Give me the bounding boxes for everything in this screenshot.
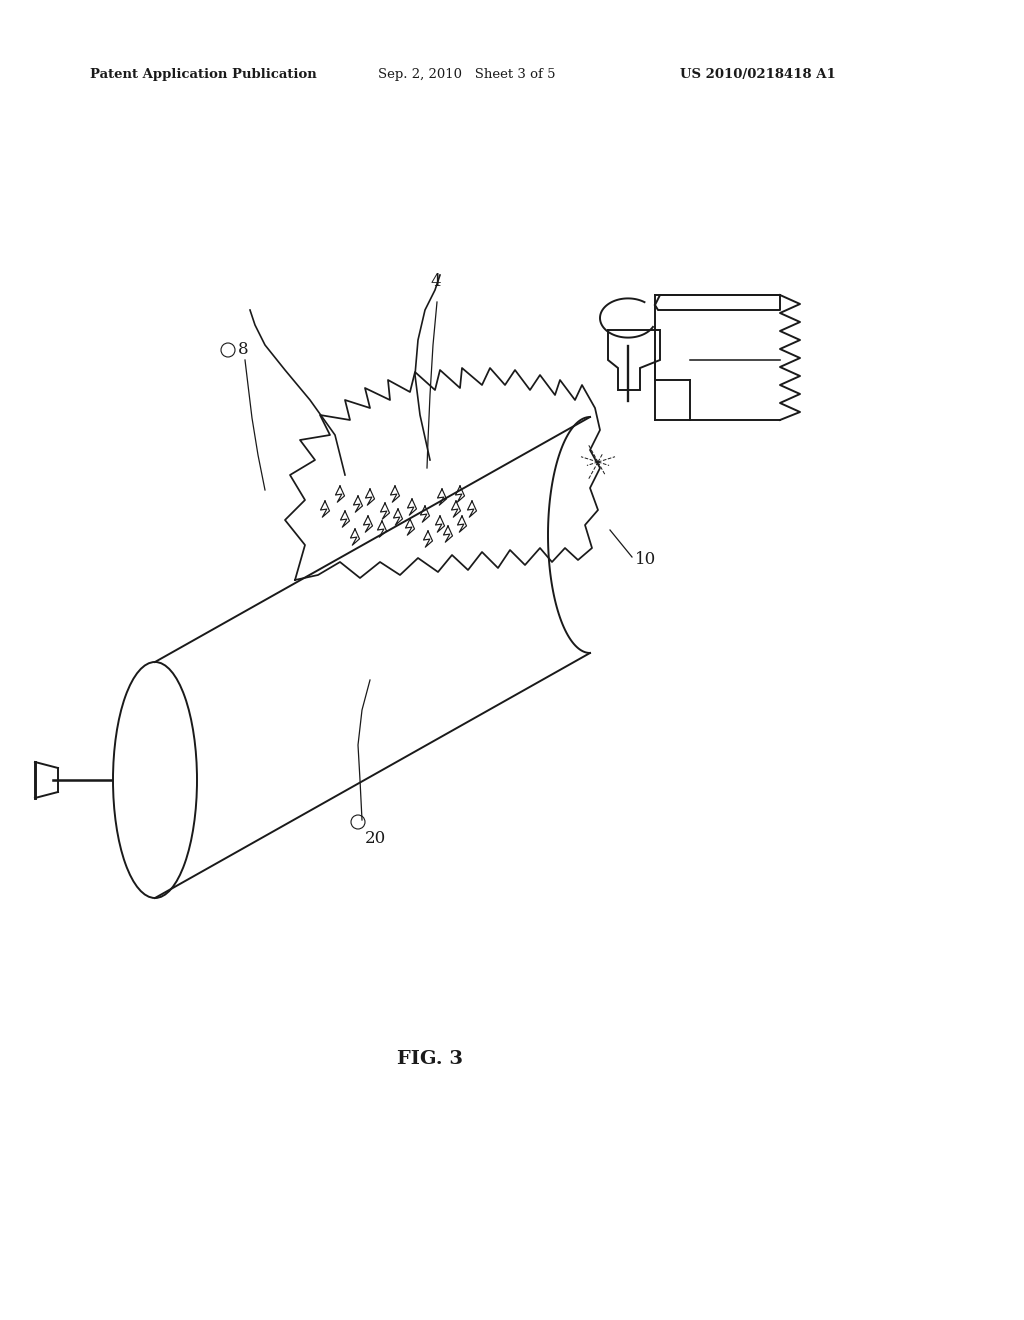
Text: FIG. 3: FIG. 3 <box>397 1049 463 1068</box>
Text: 10: 10 <box>635 552 656 569</box>
Text: 8: 8 <box>238 341 249 358</box>
Text: Patent Application Publication: Patent Application Publication <box>90 69 316 81</box>
Text: 4: 4 <box>430 273 440 290</box>
Text: 20: 20 <box>365 830 386 847</box>
Text: Sep. 2, 2010   Sheet 3 of 5: Sep. 2, 2010 Sheet 3 of 5 <box>378 69 555 81</box>
Text: US 2010/0218418 A1: US 2010/0218418 A1 <box>680 69 836 81</box>
